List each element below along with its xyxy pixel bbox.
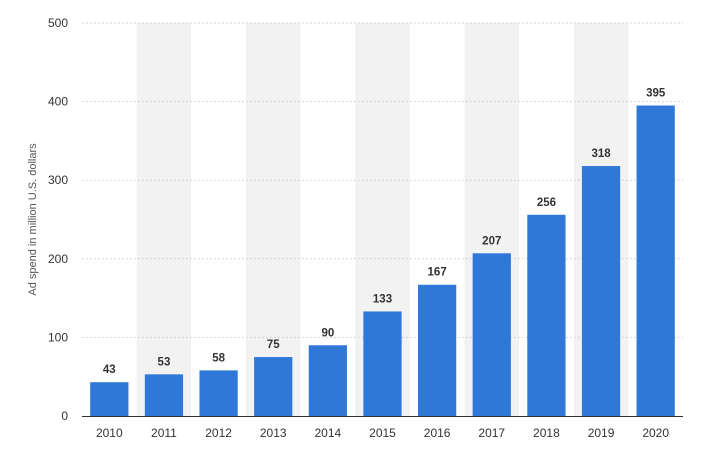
y-tick-label: 400: [48, 95, 68, 109]
data-label-2016: 167: [428, 267, 447, 279]
x-tick-label: 2013: [260, 426, 287, 440]
bar-2016[interactable]: [418, 284, 457, 416]
x-tick-label: 2010: [96, 426, 123, 440]
bar-2017[interactable]: [472, 253, 511, 416]
y-tick-label: 0: [61, 409, 68, 423]
x-tick-label: 2012: [205, 426, 232, 440]
data-label-2014: 90: [321, 327, 334, 339]
x-tick-label: 2019: [588, 426, 615, 440]
x-tick-label: 2014: [315, 426, 342, 440]
bar-2018[interactable]: [527, 214, 566, 416]
bar-2015[interactable]: [363, 311, 402, 416]
x-axis-ticks: 2010 2011 2012 2013 2014 2015 2016 2017 2018 2019…: [96, 426, 669, 440]
bars: [90, 105, 675, 416]
data-label-2011: 53: [158, 356, 171, 368]
y-tick-label: 500: [48, 16, 68, 30]
x-tick-label: 2011: [151, 426, 177, 440]
background-band: [245, 23, 301, 416]
data-label-2020: 395: [646, 88, 666, 100]
x-tick-label: 2018: [533, 426, 560, 440]
background-band: [136, 23, 192, 416]
y-tick-label: 100: [48, 330, 68, 344]
y-axis-ticks: 0 100 200 300 400 500: [48, 16, 68, 423]
data-label-2013: 75: [267, 339, 280, 351]
bar-2012[interactable]: [199, 370, 238, 416]
data-label-2019: 318: [591, 148, 611, 160]
x-tick-label: 2015: [369, 426, 396, 440]
data-label-2015: 133: [373, 293, 392, 305]
bar-2019[interactable]: [581, 166, 621, 416]
bar-2011[interactable]: [144, 374, 184, 416]
y-tick-label: 200: [48, 252, 68, 266]
bar-2013[interactable]: [254, 357, 293, 416]
data-label-2012: 58: [212, 352, 225, 364]
x-tick-label: 2016: [424, 426, 451, 440]
data-label-2010: 43: [103, 364, 116, 376]
bar-2010[interactable]: [90, 382, 129, 416]
y-axis-title: Ad spend in million U.S. dollars: [27, 143, 39, 296]
y-tick-label: 300: [48, 173, 68, 187]
x-tick-label: 2020: [642, 426, 669, 440]
x-tick-label: 2017: [478, 426, 505, 440]
data-label-2018: 256: [537, 197, 556, 209]
data-labels: 43 53 58 75 90 133 167 207 256 318 395: [103, 88, 666, 377]
data-label-2017: 207: [482, 235, 501, 247]
bar-2020[interactable]: [636, 105, 675, 416]
bar-2014[interactable]: [308, 345, 347, 416]
